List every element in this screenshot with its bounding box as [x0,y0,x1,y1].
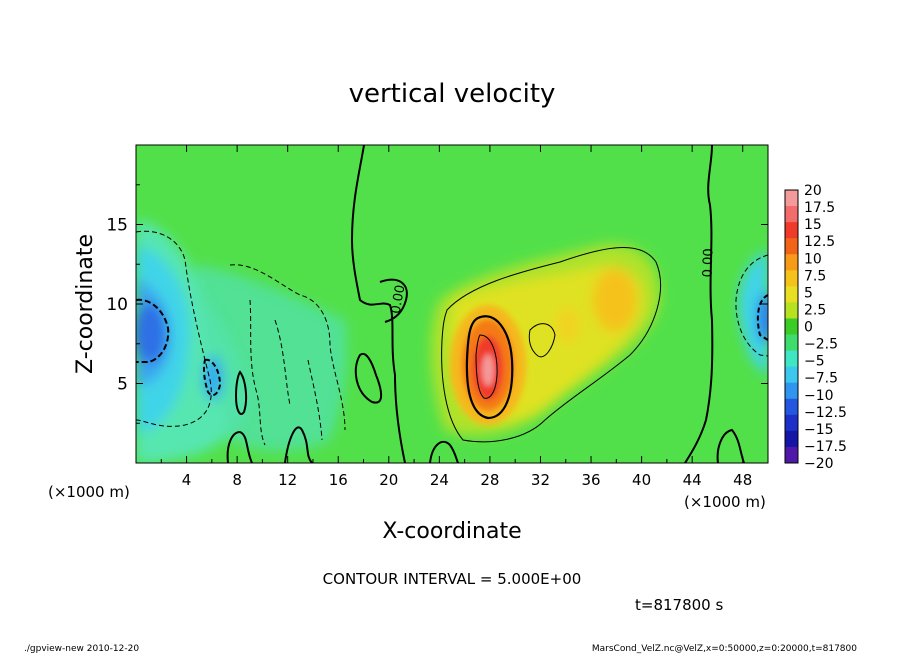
colorbar-swatch [785,238,798,255]
colorbar-frame [784,189,799,464]
colorbar-label: 15 [804,217,822,233]
colorbar-label: 5 [804,285,813,301]
colorbar-swatch [785,398,798,416]
colorbar-label: −17.5 [804,439,847,455]
colorbar-label: 10 [804,251,822,267]
contour-minus10-small [203,358,222,397]
x-tick-label: 44 [683,471,702,489]
colorbar-label: 7.5 [804,268,826,284]
colorbar-swatch [785,350,798,368]
colorbar-swatch [785,366,798,384]
colorbar-swatch [785,190,798,207]
updraft-core [450,305,526,425]
x-tick-label: 40 [632,471,651,489]
colorbar-label: 2.5 [804,302,826,318]
colorbar-label: −5 [804,354,825,370]
y-tick-label: 15 [106,216,128,236]
x-axis-label: X-coordinate [382,519,521,544]
x-tick-label: 36 [581,471,600,489]
colorbar-label: −15 [804,422,834,438]
x-tick-label: 20 [379,471,398,489]
colorbar-label: −10 [804,388,834,404]
zero-contour-central [350,145,406,463]
chart-title: vertical velocity [349,79,556,109]
contour-lines [136,145,768,463]
zero-contour-right [684,145,714,463]
colorbar-swatch [785,430,798,448]
contour-plus5-inner [528,323,556,358]
contour-minus10-left [136,298,170,363]
y-axis: 5 10 15 [106,184,768,424]
contour-minus5-mid [229,264,346,446]
contour-minus10-right [756,294,768,341]
colorbar-label: −2.5 [804,337,838,353]
x-tick-label: 32 [531,471,550,489]
colorbar-label: 17.5 [804,200,835,216]
contour-interval: CONTOUR INTERVAL = 5.000E+00 [323,570,582,588]
contour-label-right: 0.00 [701,248,717,277]
colorbar-swatch [785,222,798,239]
colorbar-swatch [785,270,798,287]
y-tick-label: 10 [106,295,128,315]
colorbar-swatch [785,302,798,319]
y-tick-label: 5 [117,375,128,395]
x-tick-label: 28 [480,471,499,489]
zero-contour-ridge [379,278,408,323]
colorbar-swatch [785,318,798,336]
colorbar-label: 20 [804,183,822,199]
colorbar-label: 12.5 [804,234,835,250]
y-axis-label: Z-coordinate [73,234,98,374]
footer-right: MarsCond_VelZ.nc@VelZ,x=0:50000,z=0:2000… [592,644,857,654]
zero-contour-blob-a [354,352,383,404]
colorbar-label: −12.5 [804,405,847,421]
colorbar-swatch [785,382,798,400]
colorbar-swatch [785,414,798,432]
x-tick-label: 12 [278,471,297,489]
zero-contour-lens [234,370,248,415]
colorbar-swatch [785,446,798,464]
colorbar-swatch [785,286,798,303]
x-tick-label: 16 [329,471,348,489]
contour-label-center: 0.00 [389,284,409,315]
x-axis: 4 8 12 16 20 24 28 32 36 40 44 48 [160,145,752,489]
x-tick-label: 8 [232,471,242,489]
x-unit-label-right: (×1000 m) [684,493,766,511]
zero-contour-bottom [226,426,745,463]
contour-plus15 [465,315,514,420]
colorbar-swatch [785,206,798,223]
x-tick-label: 4 [182,471,192,489]
colorbar-swatch [785,254,798,271]
plot-area: 0.00 0.00 [136,145,768,463]
x-tick-label: 48 [733,471,752,489]
contour-plus5 [441,247,662,443]
colorbar-label: 0 [804,320,813,336]
contour-minus5-right [735,254,768,357]
x-unit-label-left: (×1000 m) [48,483,130,501]
colorbar-label: −7.5 [804,371,838,387]
colorbar-label: −20 [804,456,834,472]
colorbar-swatch [785,334,798,352]
x-tick-label: 24 [430,471,449,489]
contour-plus5-core [475,334,498,399]
footer-left: ./gpview-new 2010-12-20 [24,644,139,654]
time-label: t=817800 s [635,596,723,614]
